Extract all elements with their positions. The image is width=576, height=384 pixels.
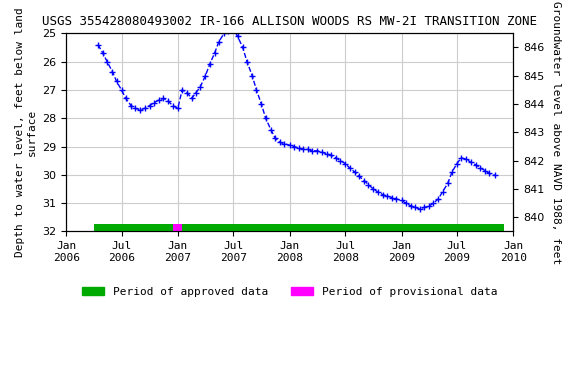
Y-axis label: Depth to water level, feet below land
surface: Depth to water level, feet below land su… (15, 8, 37, 257)
Bar (94, 224, 504, 232)
Bar (173, 224, 182, 232)
Y-axis label: Groundwater level above NAVD 1988, feet: Groundwater level above NAVD 1988, feet (551, 1, 561, 264)
Legend: Period of approved data, Period of provisional data: Period of approved data, Period of provi… (78, 282, 502, 301)
Title: USGS 355428080493002 IR-166 ALLISON WOODS RS MW-2I TRANSITION ZONE: USGS 355428080493002 IR-166 ALLISON WOOD… (42, 15, 537, 28)
